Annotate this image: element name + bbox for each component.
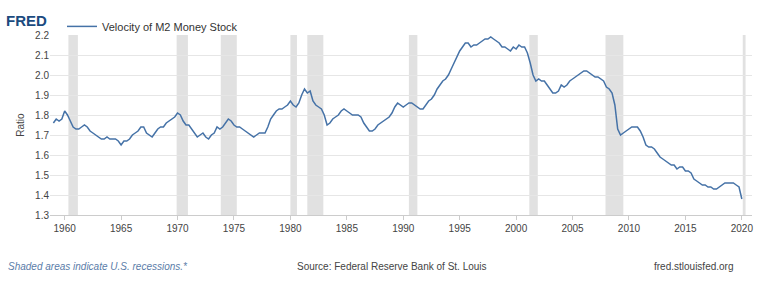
svg-text:Source: Federal Reserve Bank o: Source: Federal Reserve Bank of St. Loui…	[297, 261, 487, 272]
svg-text:1985: 1985	[336, 223, 359, 234]
svg-text:Velocity of M2 Money Stock: Velocity of M2 Money Stock	[102, 21, 238, 33]
svg-text:1995: 1995	[449, 223, 472, 234]
svg-text:2000: 2000	[505, 223, 528, 234]
svg-text:1.3: 1.3	[35, 210, 49, 221]
svg-text:1.4: 1.4	[35, 190, 49, 201]
svg-text:2.1: 2.1	[35, 50, 49, 61]
svg-text:2020: 2020	[731, 223, 754, 234]
svg-text:2015: 2015	[674, 223, 697, 234]
svg-text:1980: 1980	[279, 223, 302, 234]
svg-text:1.9: 1.9	[35, 90, 49, 101]
svg-text:1.8: 1.8	[35, 110, 49, 121]
svg-text:2.2: 2.2	[35, 30, 49, 41]
svg-text:Shaded areas indicate U.S. rec: Shaded areas indicate U.S. recessions.*	[8, 261, 188, 272]
svg-text:FRED: FRED	[6, 12, 47, 29]
svg-text:1.6: 1.6	[35, 150, 49, 161]
svg-text:2010: 2010	[618, 223, 641, 234]
svg-text:1965: 1965	[110, 223, 133, 234]
svg-text:1975: 1975	[223, 223, 246, 234]
svg-text:1.7: 1.7	[35, 130, 49, 141]
svg-text:2005: 2005	[561, 223, 584, 234]
svg-text:1990: 1990	[392, 223, 415, 234]
svg-text:2.0: 2.0	[35, 70, 49, 81]
svg-text:1960: 1960	[54, 223, 77, 234]
svg-text:1970: 1970	[166, 223, 189, 234]
svg-text:fred.stlouisfed.org: fred.stlouisfed.org	[654, 261, 734, 272]
svg-text:Ratio: Ratio	[15, 113, 26, 137]
svg-text:1.5: 1.5	[35, 170, 49, 181]
